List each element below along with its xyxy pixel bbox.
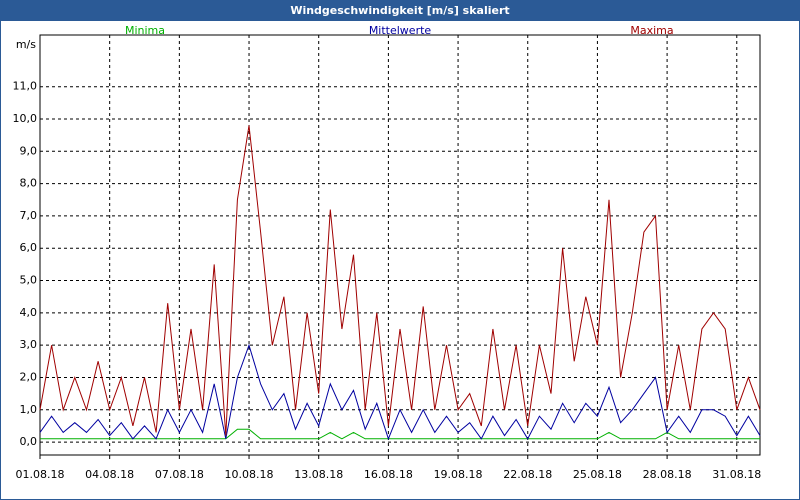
series-line (39, 343, 761, 441)
series-line (39, 125, 761, 436)
x-tick-label: 04.08.18 (85, 468, 134, 481)
series-line (40, 428, 760, 440)
x-tick-label: 01.08.18 (16, 468, 65, 481)
x-tick-label: 19.08.18 (434, 468, 483, 481)
y-tick-label: 3,0 (20, 338, 38, 351)
y-tick-label: 8,0 (20, 177, 38, 190)
y-tick-label: 6,0 (20, 241, 38, 254)
y-tick-label: 11,0 (13, 80, 38, 93)
x-tick-label: 16.08.18 (364, 468, 413, 481)
x-tick-label: 10.08.18 (225, 468, 274, 481)
y-tick-label: 10,0 (13, 112, 38, 125)
y-tick-label: 1,0 (20, 403, 38, 416)
y-tick-label: 4,0 (20, 306, 38, 319)
x-tick-label: 25.08.18 (573, 468, 622, 481)
legend-label: Mittelwerte (369, 24, 432, 37)
title-bar (0, 0, 800, 21)
chart-title: Windgeschwindigkeit [m/s] skaliert (290, 4, 509, 17)
legend-label: Maxima (630, 24, 673, 37)
x-tick-label: 13.08.18 (294, 468, 343, 481)
y-tick-label: 7,0 (20, 209, 38, 222)
x-tick-label: 31.08.18 (712, 468, 761, 481)
y-tick-label: 5,0 (20, 274, 38, 287)
y-tick-label: 2,0 (20, 370, 38, 383)
x-tick-label: 22.08.18 (503, 468, 552, 481)
legend-label: Minima (125, 24, 165, 37)
y-tick-label: 0,0 (20, 435, 38, 448)
x-tick-label: 07.08.18 (155, 468, 204, 481)
y-axis-label: m/s (16, 38, 36, 51)
x-tick-label: 28.08.18 (643, 468, 692, 481)
y-tick-label: 9,0 (20, 144, 38, 157)
